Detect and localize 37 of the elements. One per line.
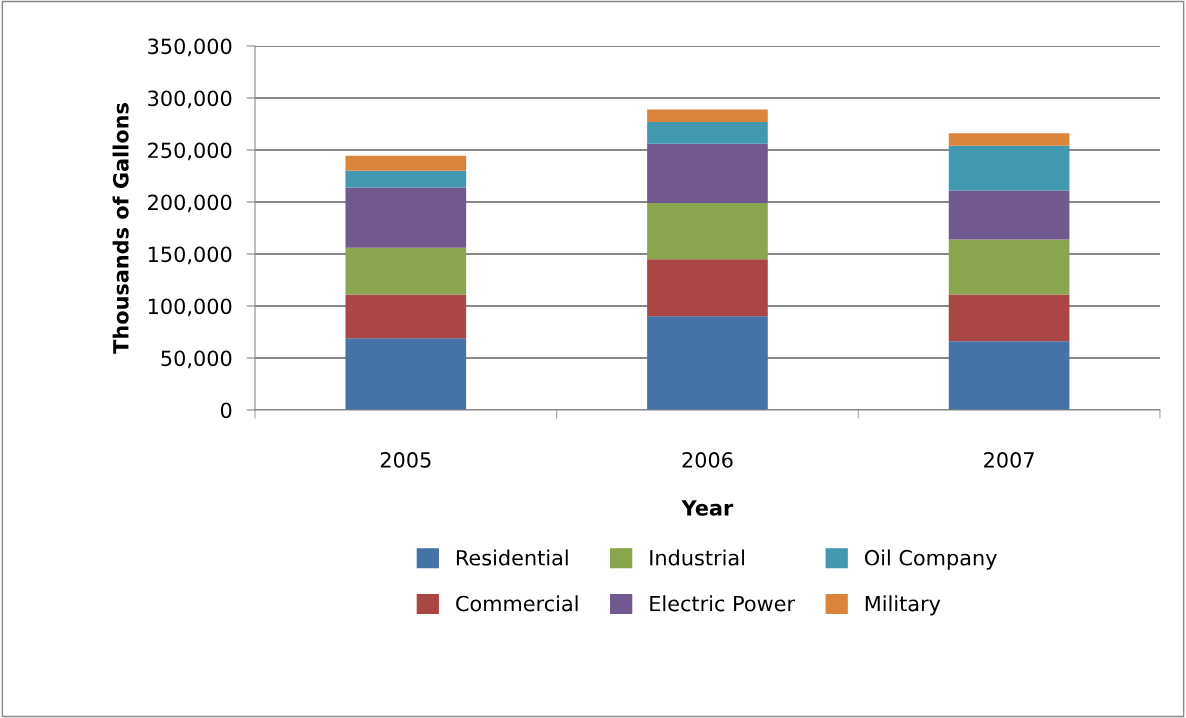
- bar: [647, 203, 768, 260]
- bar: [948, 341, 1070, 410]
- legend-label: Commercial: [456, 595, 578, 612]
- y-tick-label: 100,000: [148, 298, 232, 317]
- y-tick-label: 350,000: [148, 38, 232, 57]
- y-tick-label: 0: [220, 402, 232, 419]
- y-tick-label: 50,000: [161, 350, 232, 369]
- bar: [345, 187, 467, 248]
- bar: [345, 247, 467, 295]
- legend-label: Military: [865, 595, 941, 616]
- y-axis-title: Thousands of Gallons: [112, 103, 129, 354]
- legend-label: Residential: [456, 549, 568, 566]
- bar: [345, 170, 467, 188]
- x-tick-label: 2007: [984, 452, 1034, 468]
- bar: [647, 259, 768, 317]
- bar: [948, 133, 1070, 146]
- bar: [948, 145, 1070, 191]
- y-tick-label: 150,000: [148, 246, 232, 265]
- bar: [948, 294, 1070, 342]
- y-tick-label: 200,000: [148, 194, 232, 213]
- bar: [647, 121, 768, 144]
- x-tick-label: 2005: [380, 452, 431, 468]
- x-tick-label: 2006: [682, 452, 733, 468]
- legend-label: Industrial: [650, 549, 744, 566]
- bar: [948, 239, 1070, 295]
- y-tick-label: 300,000: [148, 90, 232, 109]
- bar: [948, 190, 1070, 240]
- x-axis-title: Year: [681, 500, 734, 516]
- bar: [647, 109, 768, 122]
- bar: [345, 338, 467, 410]
- y-tick-label: 250,000: [148, 142, 232, 161]
- bar: [345, 155, 467, 171]
- legend-label: Oil Company: [864, 549, 997, 570]
- bar: [345, 294, 467, 339]
- legend-label: Electric Power: [650, 595, 796, 612]
- bar: [647, 316, 768, 410]
- bar: [647, 143, 768, 203]
